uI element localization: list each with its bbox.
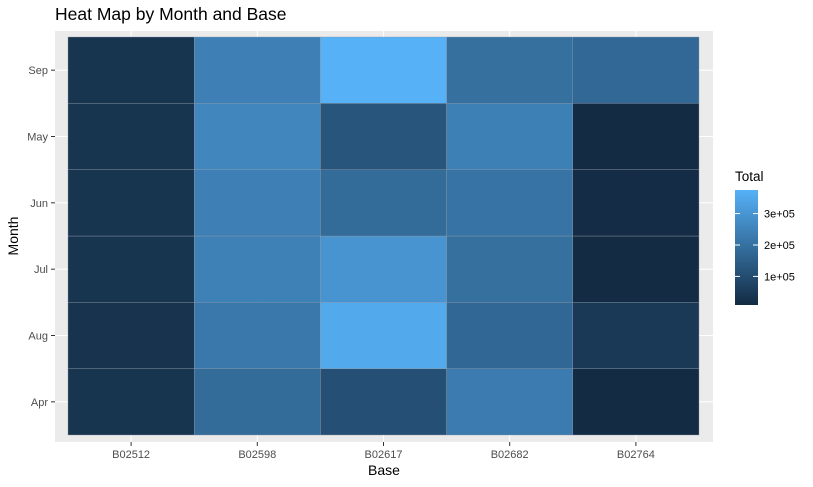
legend-ticks: 1e+05 2e+05 3e+05 <box>735 209 795 283</box>
heatmap-tile-may-b02682 <box>446 103 574 170</box>
heatmap-tile-sep-b02617 <box>320 36 447 104</box>
heatmap-tile-jun-b02598 <box>193 169 321 237</box>
legend-tick-label: 2e+05 <box>764 240 795 252</box>
heatmap-tile-aug-b02764 <box>572 302 700 369</box>
heatmap-tile-jul-b02682 <box>446 235 574 303</box>
legend-tick-label: 3e+05 <box>764 209 795 221</box>
y-axis-title: Month <box>5 217 21 256</box>
heatmap-tile-may-b02617 <box>320 103 447 170</box>
heatmap-tile-aug-b02617 <box>320 302 447 369</box>
legend-colorbar <box>735 190 758 305</box>
heatmap-tile-sep-b02682 <box>446 36 574 104</box>
heatmap-tile-aug-b02682 <box>446 302 574 369</box>
y-tick-label: Jul <box>34 264 48 276</box>
legend: Total 1e+05 2e+05 3e+05 <box>735 169 795 305</box>
heatmap-tile-jun-b02764 <box>572 169 700 237</box>
heatmap-tile-sep-b02512 <box>67 36 195 104</box>
heatmap-tiles <box>67 36 700 436</box>
x-axis-title: Base <box>368 462 400 478</box>
x-tick-label: B02512 <box>112 449 150 461</box>
heatmap-tile-apr-b02764 <box>572 368 700 436</box>
heatmap-tile-may-b02512 <box>67 103 195 170</box>
heatmap-tile-may-b02764 <box>572 103 700 170</box>
x-tick-label: B02598 <box>238 449 276 461</box>
y-axis: Apr Aug Jul Jun May Sep <box>27 65 55 409</box>
heatmap-tile-apr-b02512 <box>67 368 195 436</box>
heatmap-tile-jul-b02764 <box>572 235 700 303</box>
heatmap-tile-jun-b02682 <box>446 169 574 237</box>
heatmap-tile-jun-b02617 <box>320 169 447 237</box>
y-tick-label: Apr <box>31 397 48 409</box>
legend-tick-label: 1e+05 <box>764 271 795 283</box>
y-tick-label: Jun <box>30 198 48 210</box>
heatmap-tile-jul-b02598 <box>193 235 321 303</box>
heatmap-tile-jun-b02512 <box>67 169 195 237</box>
x-axis: B02512 B02598 B02617 B02682 B02764 <box>112 442 655 461</box>
heatmap-tile-may-b02598 <box>193 103 321 170</box>
x-tick-label: B02764 <box>617 449 655 461</box>
heatmap-tile-apr-b02617 <box>320 368 447 436</box>
x-tick-label: B02682 <box>491 449 529 461</box>
heatmap-tile-aug-b02598 <box>193 302 321 369</box>
heatmap-tile-apr-b02598 <box>193 368 321 436</box>
y-tick-label: May <box>27 132 48 144</box>
legend-title: Total <box>735 169 764 184</box>
heatmap-tile-jul-b02512 <box>67 235 195 303</box>
y-tick-label: Aug <box>28 331 48 343</box>
x-tick-label: B02617 <box>365 449 403 461</box>
heatmap-tile-jul-b02617 <box>320 235 447 303</box>
heatmap-tile-sep-b02764 <box>572 36 700 104</box>
heatmap-tile-sep-b02598 <box>193 36 321 104</box>
heatmap-tile-aug-b02512 <box>67 302 195 369</box>
heatmap-tile-apr-b02682 <box>446 368 574 436</box>
y-tick-label: Sep <box>28 65 48 77</box>
chart-title: Heat Map by Month and Base <box>55 4 287 24</box>
